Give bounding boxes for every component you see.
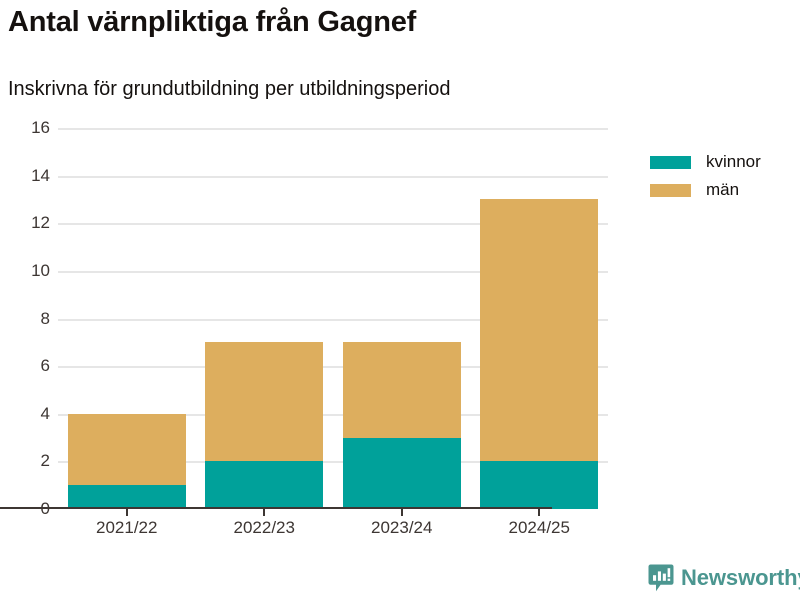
- page-subtitle: Inskrivna för grundutbildning per utbild…: [8, 78, 451, 100]
- x-axis-tick: [538, 509, 541, 516]
- bar-segment-kvinnor[interactable]: [67, 485, 186, 509]
- x-axis-tick-label: 2023/24: [371, 518, 433, 537]
- bar-chart-speech-bubble-icon: [648, 564, 674, 592]
- x-axis-tick: [400, 509, 403, 516]
- x-axis-tick-label: 2022/23: [233, 518, 295, 537]
- chart-plot-area: [58, 128, 608, 509]
- page-title: Antal värnpliktiga från Gagnef: [8, 6, 417, 38]
- y-axis-tick-label: 6: [40, 356, 50, 376]
- x-axis-baseline: [0, 507, 552, 509]
- gridline: [58, 270, 608, 273]
- newsworthy-logo: Newsworthy: [648, 564, 800, 592]
- y-axis-tick-label: 2: [40, 451, 50, 471]
- bar-stack[interactable]: [342, 128, 461, 509]
- y-axis-tick-label: 14: [31, 165, 50, 185]
- x-axis-tick: [263, 509, 266, 516]
- bar-segment-män[interactable]: [67, 413, 186, 486]
- y-axis-tick-label: 4: [40, 403, 50, 423]
- bar-segment-män[interactable]: [480, 199, 599, 462]
- bar-stack[interactable]: [205, 128, 324, 509]
- x-axis-tick: [125, 509, 128, 516]
- legend-swatch: [650, 155, 691, 169]
- x-axis-tick-label: 2021/22: [96, 518, 158, 537]
- y-axis: 0 2 4 6 8 10 12 14 16: [0, 118, 50, 518]
- y-axis-tick-label: 16: [31, 118, 50, 137]
- bar-segment-män[interactable]: [205, 342, 324, 462]
- gridline: [58, 318, 608, 321]
- y-axis-tick-label: 0: [6, 499, 50, 519]
- bar-segment-kvinnor[interactable]: [205, 461, 324, 509]
- legend-label: män: [706, 180, 740, 199]
- x-axis-tick-label: 2024/25: [508, 518, 570, 537]
- legend-item-män[interactable]: män: [650, 176, 795, 204]
- legend-label: kvinnor: [706, 152, 761, 171]
- gridline: [58, 223, 608, 226]
- gridline: [58, 413, 608, 416]
- gridline: [58, 175, 608, 178]
- legend-item-kvinnor[interactable]: kvinnor: [650, 148, 795, 176]
- legend-swatch: [650, 183, 691, 197]
- y-axis-tick-label: 12: [31, 213, 50, 233]
- bar-stack[interactable]: [480, 128, 599, 509]
- bar-segment-kvinnor[interactable]: [480, 461, 599, 509]
- bar-stack[interactable]: [67, 128, 186, 509]
- gridline: [58, 128, 608, 130]
- chart-legend: kvinnor män: [650, 148, 795, 204]
- bar-segment-kvinnor[interactable]: [342, 437, 461, 509]
- bar-segment-män[interactable]: [342, 342, 461, 438]
- brand-wordmark: Newsworthy: [681, 565, 800, 590]
- y-axis-tick-label: 10: [31, 260, 50, 280]
- gridline: [58, 366, 608, 369]
- y-axis-tick-label: 8: [40, 308, 50, 328]
- gridline: [58, 461, 608, 464]
